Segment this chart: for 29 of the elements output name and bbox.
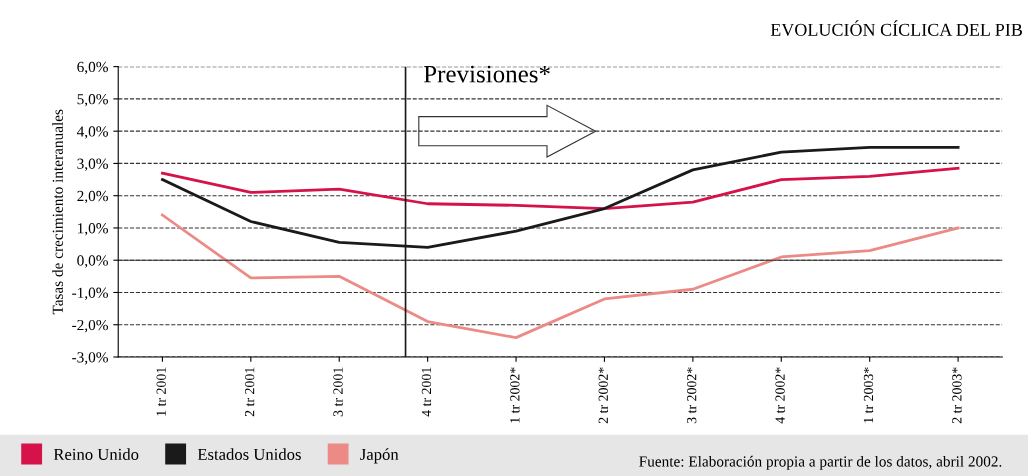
- legend-label: Estados Unidos: [197, 448, 301, 460]
- x-tick-label: 1 tr 2002*: [510, 367, 520, 423]
- x-tick-label: 4 tr 2001: [421, 367, 432, 417]
- y-tick-label: 0,0%: [77, 255, 108, 268]
- y-tick-label: -2,0%: [72, 319, 108, 333]
- x-tick-label: 4 tr 2002*: [775, 367, 785, 424]
- legend-label: Reino Unido: [53, 448, 139, 460]
- line-series: [161, 166, 960, 210]
- y-tick-label: 3,0%: [77, 158, 108, 172]
- y-tick-label: 6,0%: [77, 61, 108, 75]
- source-note: Fuente: Elaboración propia a partir de los datos, abril 2002.: [639, 455, 1002, 470]
- x-tick-label: 3 tr 2001: [333, 367, 343, 417]
- legend-label: Japón: [360, 448, 399, 464]
- x-tick-label: 1 tr 2001: [156, 367, 166, 416]
- y-tick-label: 5,0%: [77, 94, 108, 107]
- x-tick-label: 1 tr 2003*: [863, 367, 874, 423]
- y-tick-label: 4,0%: [76, 126, 108, 139]
- y-axis-title: Tasas de crecimiento interanuales: [52, 109, 63, 315]
- y-tick-label: 2,0%: [77, 190, 108, 204]
- ref-line-label: Previsiones*: [423, 65, 550, 83]
- x-tick-label: 2 tr 2001: [244, 367, 255, 417]
- line-series: [161, 213, 960, 340]
- y-tick-label: -3,0%: [72, 352, 108, 365]
- x-tick-label: 2 tr 2003*: [952, 367, 962, 424]
- y-tick-label: 1,0%: [78, 223, 108, 236]
- y-tick-label: -1,0%: [72, 287, 108, 301]
- x-tick-label: 3 tr 2002*: [686, 367, 697, 424]
- x-tick-label: 2 tr 2002*: [598, 367, 608, 424]
- chart-title: EVOLUCIÓN CÍCLICA DEL PIB: [770, 20, 1022, 36]
